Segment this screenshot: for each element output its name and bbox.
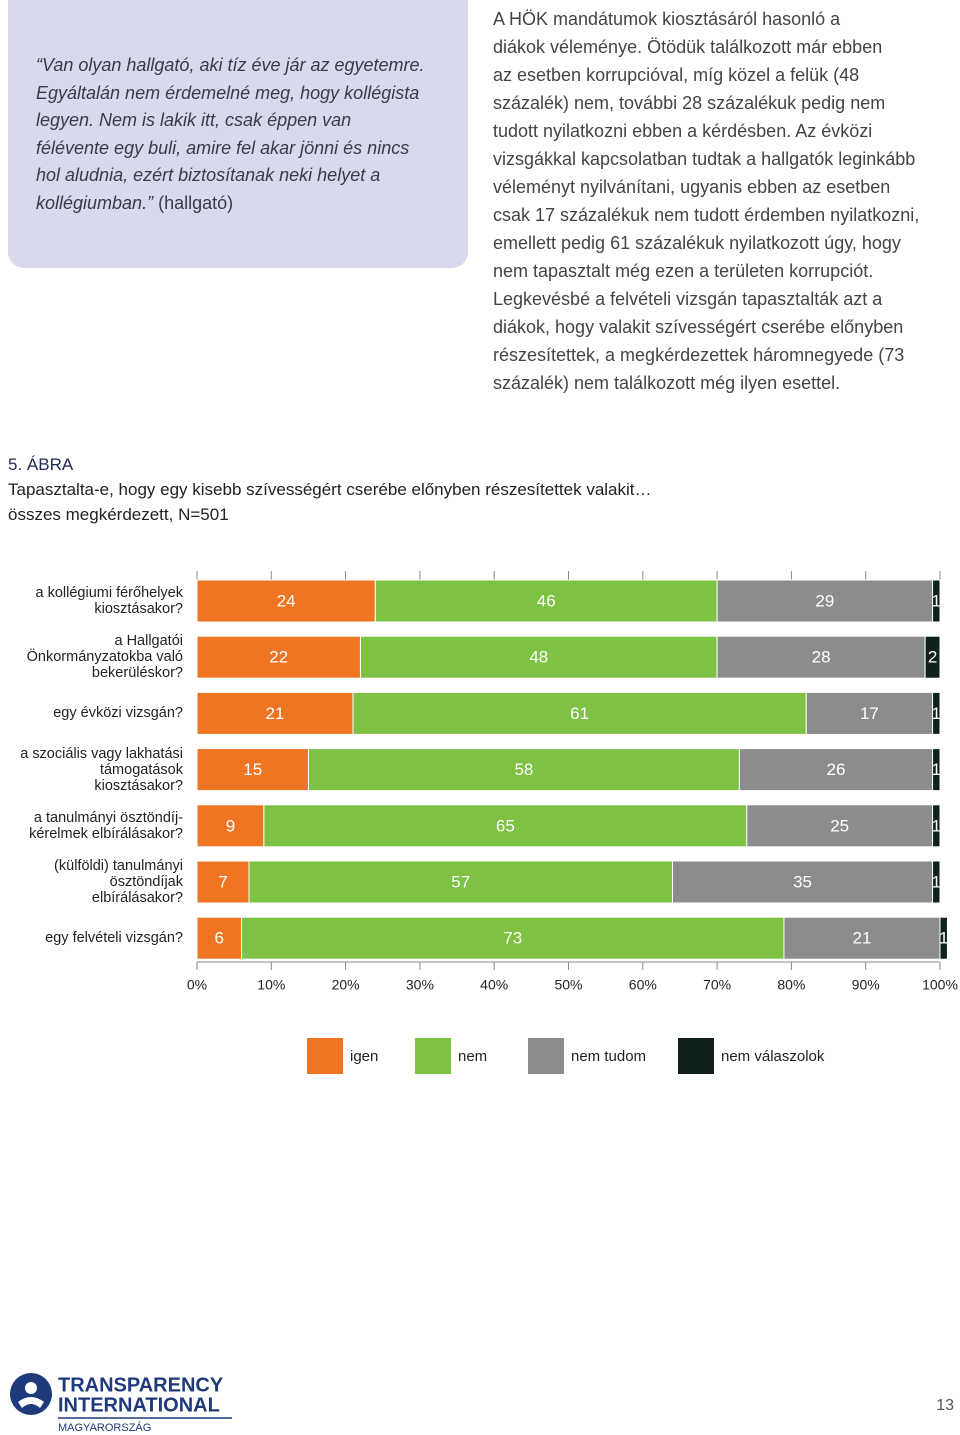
bar-segment [783,916,941,960]
logo-icon-head [25,1382,37,1394]
value-label: 35 [793,872,812,891]
value-label: 1 [932,591,941,610]
value-label: 1 [932,816,941,835]
value-label: 29 [815,591,834,610]
logo-text: INTERNATIONAL [58,1394,220,1416]
value-label: 22 [269,648,288,667]
value-label: 1 [932,872,941,891]
bar-segment [359,635,718,679]
value-label: 21 [266,704,285,723]
x-tick-label: 70% [703,977,731,993]
value-label: 25 [830,816,849,835]
y-tick-label: a kollégiumi férőhelyek kiosztásakor? [35,585,184,617]
bar-segment [932,804,941,848]
bar-segment [738,748,934,792]
x-tick-label: 40% [480,977,508,993]
value-label: 1 [932,704,941,723]
quote-text: “Van olyan hallgató, aki tíz éve jár az … [36,55,425,213]
x-tick-label: 30% [406,977,434,993]
bar-segment [307,748,740,792]
value-label: 1 [939,929,948,948]
x-tick-label: 80% [777,977,805,993]
bar-segment [263,804,748,848]
legend-label: nem [458,1048,487,1065]
bar-segment [196,804,265,848]
x-tick-label: 60% [629,977,657,993]
bar-segment [932,691,941,735]
legend-swatch [307,1038,343,1074]
value-label: 28 [812,648,831,667]
figure-label: 5. ÁBRA [8,455,74,474]
bar-segment [196,635,361,679]
legend-label: nem válaszolok [721,1048,825,1065]
x-tick-label: 100% [922,977,958,993]
y-tick-label: egy felvételi vizsgán? [45,930,183,947]
value-label: 26 [827,760,846,779]
value-label: 61 [570,704,589,723]
value-label: 48 [529,648,548,667]
value-label: 58 [514,760,533,779]
bar-segment [716,579,934,623]
bar-segment [716,635,926,679]
bar-segment [196,579,376,623]
bar-segment [924,635,941,679]
value-label: 73 [503,929,522,948]
legend-label: nem tudom [571,1048,646,1065]
bar-segment [374,579,718,623]
figure-title: Tapasztalta-e, hogy egy kisebb szívesség… [8,480,652,499]
value-label: 17 [860,704,879,723]
logo: TRANSPARENCY INTERNATIONAL MAGYARORSZÁG [10,1373,232,1434]
quote: “Van olyan hallgató, aki tíz éve jár az … [36,52,425,217]
logo-subtext: MAGYARORSZÁG [58,1421,151,1434]
y-tick-label: a Hallgatói Önkormányzatokba való bekerü… [26,633,183,682]
x-tick-label: 10% [257,977,285,993]
page-number: 13 [936,1397,954,1414]
x-tick-label: 50% [554,977,582,993]
bar-segment [248,860,674,904]
bar-segment [932,748,941,792]
body-text: A HÖK mandátumok kiosztásáról hasonló a … [493,9,920,393]
y-tick-label: a szociális vagy lakhatási támogatások k… [20,745,183,794]
bar-segment [805,691,934,735]
value-label: 9 [226,816,235,835]
bar-segment [241,916,785,960]
value-label: 65 [496,816,515,835]
figure-subtitle: összes megkérdezett, N=501 [8,505,229,524]
value-label: 1 [932,760,941,779]
bar-segment [352,691,807,735]
x-tick-label: 20% [332,977,360,993]
value-label: 7 [218,872,227,891]
x-tick-label: 0% [187,977,207,993]
logo-text: TRANSPARENCY [58,1374,224,1396]
quote-box [8,0,468,268]
value-label: 21 [853,929,872,948]
legend-swatch [678,1038,714,1074]
bar-segment [672,860,934,904]
value-label: 2 [928,648,937,667]
bar-segment [932,579,941,623]
value-label: 15 [243,760,262,779]
y-tick-label: (külföldi) tanulmányi ösztöndíjak elbírá… [54,858,183,906]
bar-segment [932,860,941,904]
value-label: 6 [215,929,224,948]
value-label: 57 [451,872,470,891]
logo-icon-body [18,1397,44,1408]
bar-segment [939,916,948,960]
legend-label: igen [350,1048,378,1065]
bar-segment [196,691,354,735]
value-label: 46 [537,591,556,610]
x-tick-label: 90% [852,977,880,993]
legend-swatch [415,1038,451,1074]
value-label: 24 [277,591,296,610]
legend-swatch [528,1038,564,1074]
quote-attribution: (hallgató) [158,192,234,213]
y-tick-label: egy évközi vizsgán? [53,705,183,722]
y-tick-label: a tanulmányi ösztöndíj- kérelmek elbírál… [29,809,183,842]
bar-segment [746,804,934,848]
bar-segment [196,860,250,904]
